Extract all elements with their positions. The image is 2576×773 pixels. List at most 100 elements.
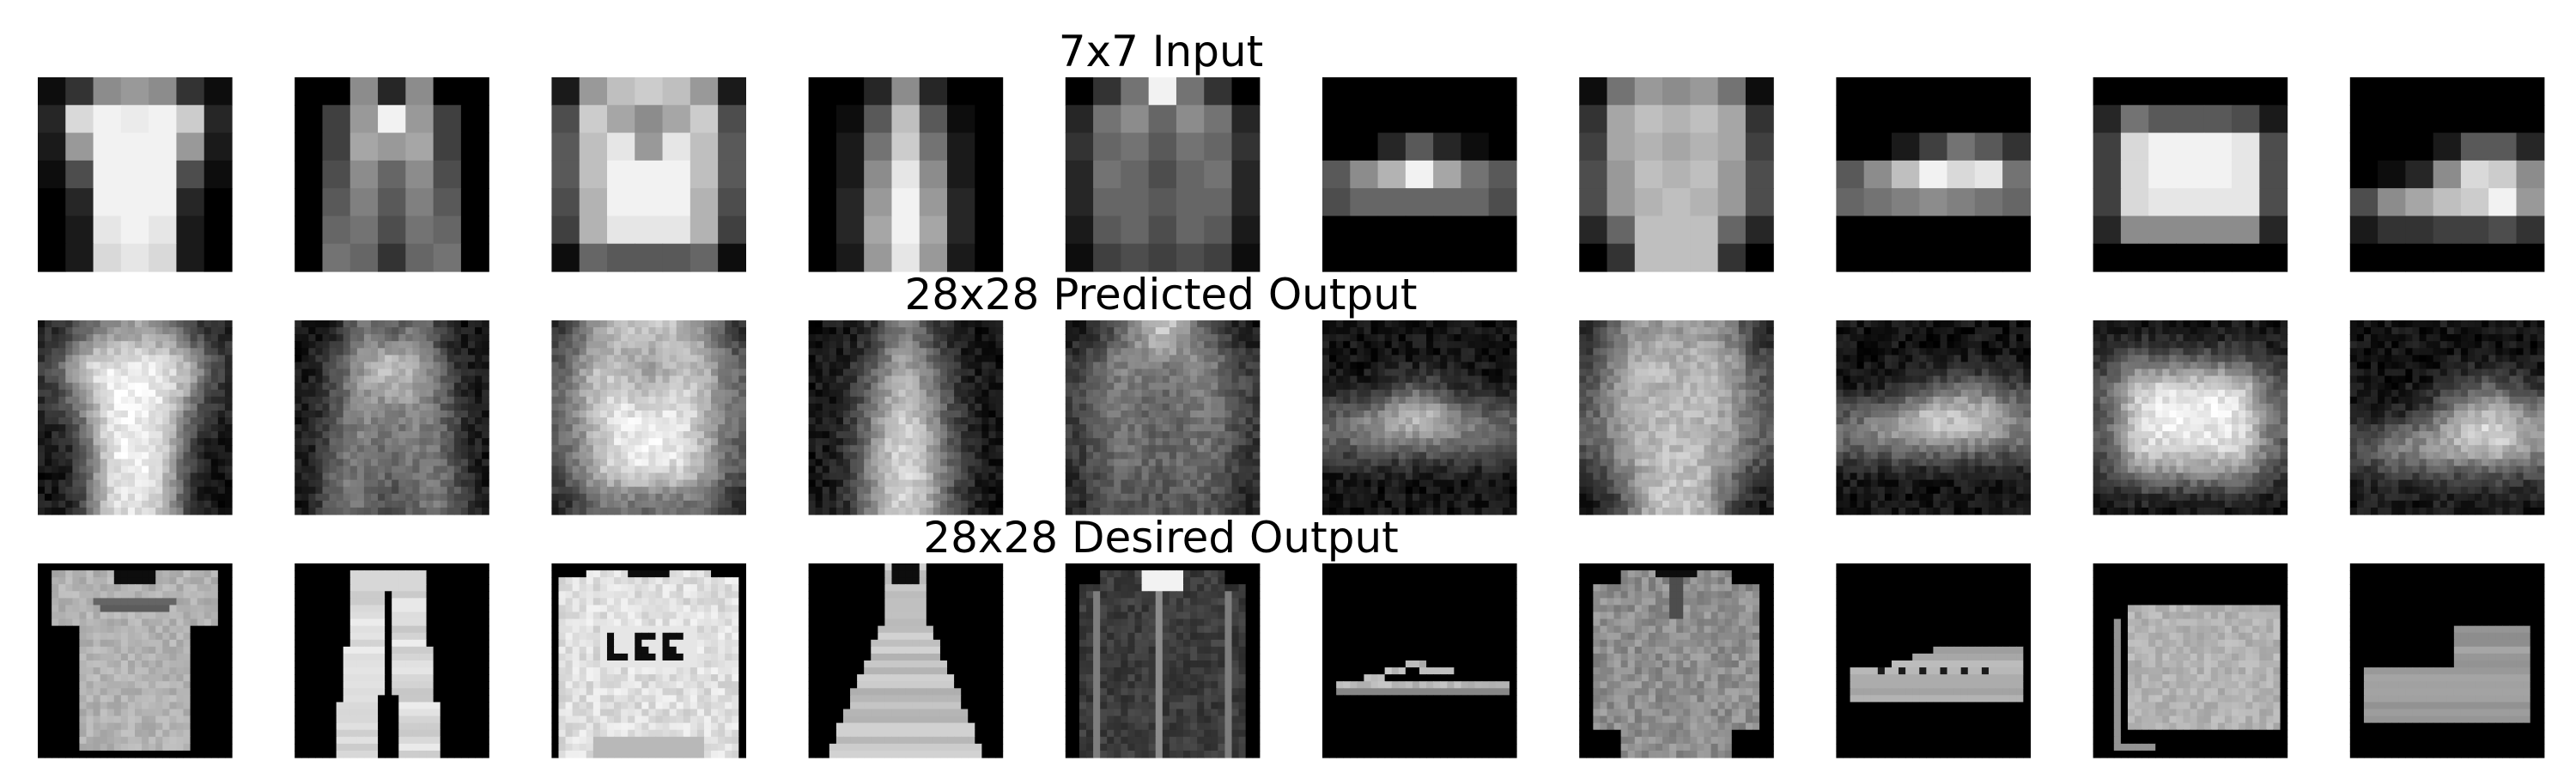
pixel <box>467 466 476 474</box>
pixel <box>100 479 108 488</box>
pixel <box>120 736 129 745</box>
pixel <box>405 591 414 599</box>
pixel <box>322 736 331 745</box>
pixel <box>343 667 351 675</box>
pixel <box>135 472 143 481</box>
pixel <box>315 577 324 585</box>
pixel <box>614 479 622 488</box>
pixel <box>433 472 441 481</box>
pixel <box>308 362 317 370</box>
pixel <box>58 722 66 731</box>
pixel <box>217 667 226 675</box>
pixel <box>45 667 52 675</box>
pixel <box>460 563 469 571</box>
pixel <box>738 486 746 495</box>
pixel <box>127 396 136 405</box>
pixel <box>641 653 649 661</box>
pixel <box>621 646 629 654</box>
pixel <box>718 702 726 710</box>
pixel <box>72 750 81 758</box>
pixel <box>683 715 691 724</box>
pixel <box>149 715 156 724</box>
pixel <box>155 709 163 717</box>
pixel <box>398 639 406 648</box>
pixel <box>412 417 421 425</box>
pixel <box>363 605 372 613</box>
pixel <box>482 320 489 328</box>
pixel <box>703 417 712 425</box>
pixel <box>93 327 101 335</box>
pixel <box>120 472 129 481</box>
pixel <box>669 674 677 682</box>
pixel <box>614 472 622 481</box>
pixel <box>586 736 594 745</box>
pixel <box>204 570 212 578</box>
pixel <box>592 375 601 384</box>
pixel <box>572 715 580 724</box>
pixel <box>676 479 684 488</box>
pixel <box>453 584 462 592</box>
pixel <box>183 368 191 377</box>
pixel <box>703 702 712 710</box>
pixel <box>648 681 657 689</box>
pixel <box>356 646 365 654</box>
pixel <box>149 424 156 432</box>
pixel <box>149 105 178 134</box>
pixel <box>565 355 574 363</box>
pixel <box>482 709 489 717</box>
pixel <box>718 688 726 696</box>
pixel <box>683 382 691 391</box>
pixel <box>725 375 732 384</box>
pixel <box>86 341 94 349</box>
pixel <box>606 77 635 106</box>
pixel <box>52 403 59 411</box>
pixel <box>149 695 156 703</box>
pixel <box>183 459 191 467</box>
pixel <box>669 598 677 606</box>
pixel <box>433 362 441 370</box>
pixel <box>606 736 615 745</box>
pixel <box>315 674 324 682</box>
pixel <box>120 639 129 648</box>
pixel <box>614 584 622 592</box>
pixel <box>100 424 108 432</box>
pixel <box>65 709 73 717</box>
pixel <box>648 612 657 620</box>
pixel <box>732 653 739 661</box>
pixel <box>343 632 351 641</box>
pixel <box>378 729 386 738</box>
pixel <box>579 736 587 745</box>
pixel <box>433 382 441 391</box>
pixel <box>662 216 691 245</box>
pixel <box>565 417 574 425</box>
pixel <box>579 618 587 627</box>
pixel <box>65 563 73 571</box>
pixel <box>162 612 170 620</box>
pixel <box>433 424 441 432</box>
pixel <box>732 459 739 467</box>
pixel <box>385 605 392 613</box>
pixel <box>176 743 185 752</box>
pixel <box>551 500 560 508</box>
image-panels <box>38 77 2545 758</box>
pixel <box>711 396 719 405</box>
pixel <box>162 674 170 682</box>
pixel <box>120 625 129 634</box>
pixel <box>100 653 108 661</box>
pixel <box>210 660 219 668</box>
pixel <box>210 459 219 467</box>
pixel <box>440 598 448 606</box>
pixel <box>106 479 115 488</box>
pixel <box>711 320 719 328</box>
pixel <box>898 334 907 342</box>
pixel <box>301 618 309 627</box>
pixel <box>217 674 226 682</box>
pixel <box>669 368 677 377</box>
pixel <box>655 355 664 363</box>
pixel <box>162 570 170 578</box>
pixel <box>45 334 52 342</box>
pixel <box>599 362 608 370</box>
pixel <box>315 368 324 377</box>
pixel <box>176 715 185 724</box>
pixel <box>162 743 170 752</box>
